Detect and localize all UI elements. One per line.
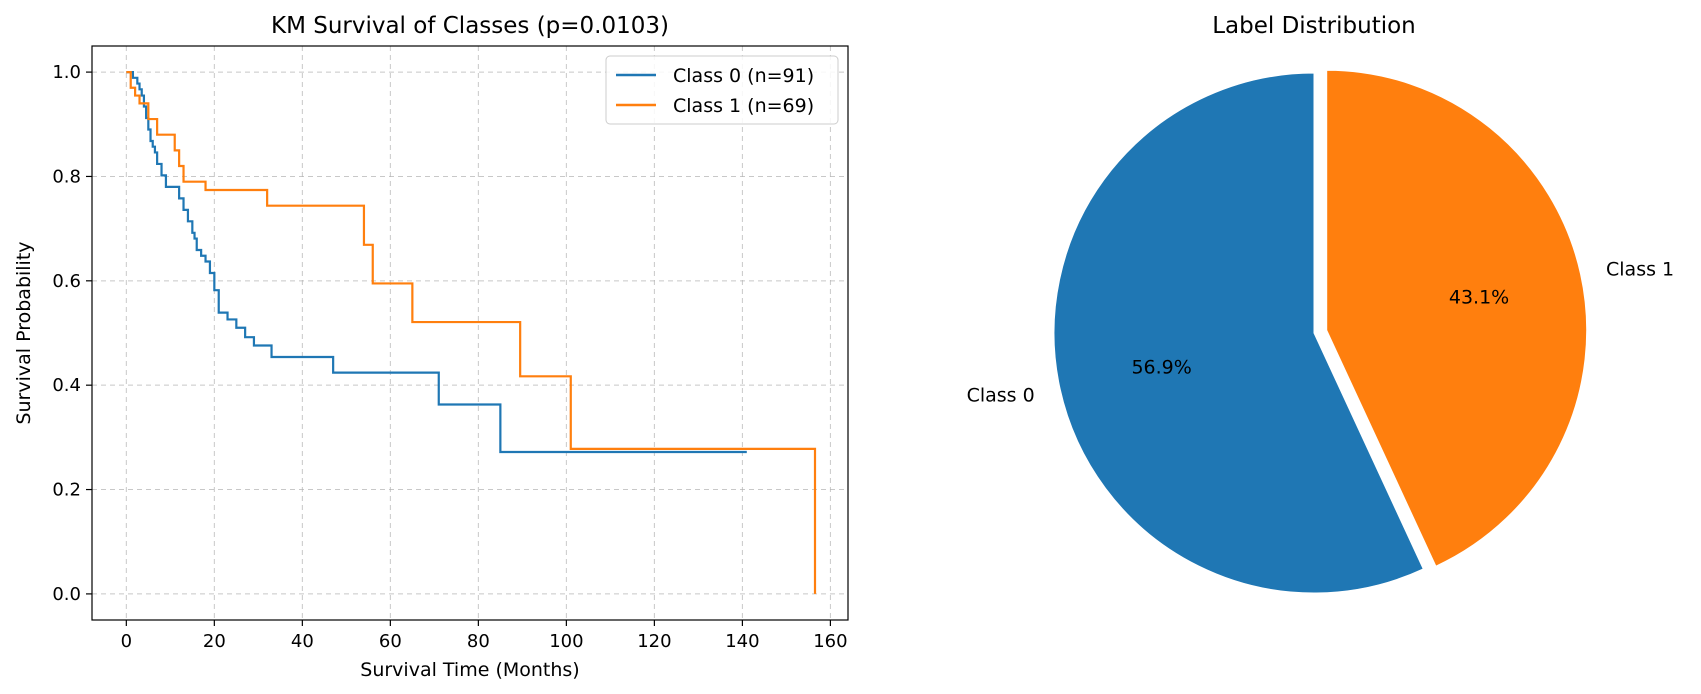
km-grid <box>92 46 848 620</box>
pie-chart-title: Label Distribution <box>1212 13 1416 39</box>
km-y-tick-label: 0.6 <box>52 271 81 292</box>
legend-label-class-1: Class 1 (n=69) <box>673 95 814 117</box>
pie-slice-class-0 <box>1053 72 1424 594</box>
label-distribution-pie: Label Distribution Class 0 Class 1 56.9%… <box>967 13 1674 594</box>
km-x-tick-label: 80 <box>467 631 490 652</box>
km-series-line-class-0 <box>126 70 747 454</box>
km-y-tick-label: 0.8 <box>52 166 81 187</box>
km-y-tick-label: 0.2 <box>52 480 81 501</box>
km-legend: Class 0 (n=91) Class 1 (n=69) <box>605 55 839 125</box>
km-y-tick-label: 1.0 <box>52 62 81 83</box>
km-survival-chart: 0 20 40 60 80 100 120 140 160 0.0 0.2 0.4 0.6 0.8 1.0… <box>13 13 849 681</box>
km-series-line-class-1 <box>126 70 817 594</box>
km-x-tick-label: 120 <box>637 631 671 652</box>
km-y-axis-label: Survival Probability <box>13 241 35 424</box>
pie-label-class-0: Class 0 <box>967 385 1035 407</box>
km-x-tick-label: 140 <box>725 631 759 652</box>
pie-label-class-1: Class 1 <box>1606 259 1674 281</box>
legend-label-class-0: Class 0 (n=91) <box>673 65 814 87</box>
km-x-tick-label: 40 <box>291 631 314 652</box>
km-y-ticks: 0.0 0.2 0.4 0.6 0.8 1.0 <box>52 62 92 605</box>
km-x-axis-label: Survival Time (Months) <box>360 659 579 681</box>
km-x-tick-label: 160 <box>813 631 847 652</box>
pie-slices <box>1053 69 1588 594</box>
km-x-tick-label: 20 <box>203 631 226 652</box>
km-y-tick-label: 0.4 <box>52 375 81 396</box>
km-plot-frame <box>91 45 849 621</box>
km-y-tick-label: 0.0 <box>52 584 81 605</box>
pie-slice-class-1 <box>1326 69 1588 567</box>
km-x-tick-label: 100 <box>549 631 583 652</box>
km-chart-title: KM Survival of Classes (p=0.0103) <box>271 13 669 39</box>
pie-percent-class-1: 43.1% <box>1449 287 1509 309</box>
km-x-tick-label: 60 <box>379 631 402 652</box>
legend-box <box>605 55 839 125</box>
pie-percent-class-0: 56.9% <box>1131 357 1191 379</box>
km-x-ticks: 0 20 40 60 80 100 120 140 160 <box>121 620 848 652</box>
km-series-lines <box>126 70 817 594</box>
km-x-tick-label: 0 <box>121 631 132 652</box>
